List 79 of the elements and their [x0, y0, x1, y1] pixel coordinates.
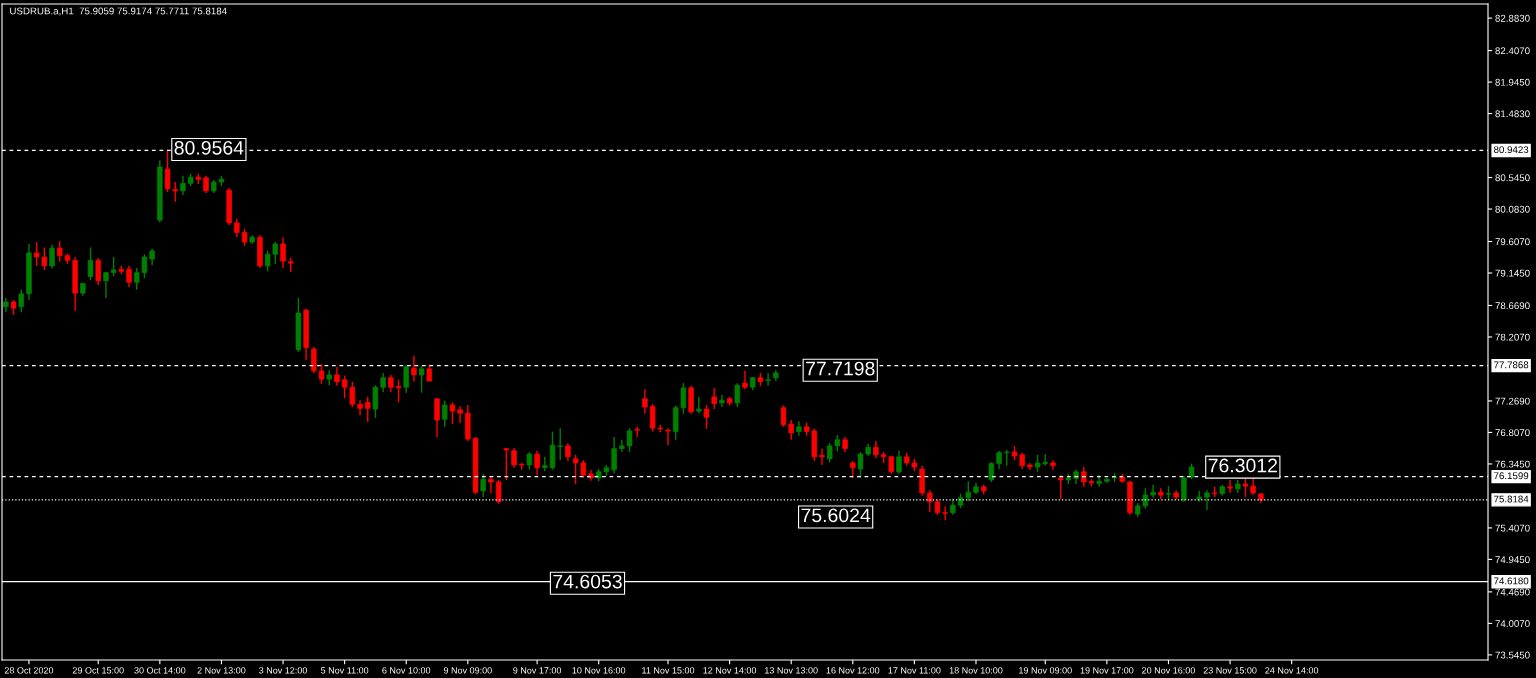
candlestick [734, 382, 741, 408]
chart-title: USDRUB.a,H1 75.9059 75.9174 75.7711 75.8184 [10, 7, 227, 16]
y-tick-label: 74.4690 [1495, 588, 1530, 596]
x-tick-label: 24 Nov 14:00 [1265, 667, 1319, 674]
y-tick-label: 78.6690 [1495, 302, 1530, 310]
candlestick [95, 257, 101, 286]
annotation: 76.3012 [1208, 458, 1277, 473]
x-tick-label: 13 Nov 13:00 [765, 667, 818, 674]
x-tick-label: 28 Oct 2020 [4, 667, 54, 674]
candlestick [480, 473, 486, 498]
x-tick-label: 19 Nov 17:00 [1080, 667, 1134, 674]
x-tick-label: 19 Nov 09:00 [1019, 667, 1072, 674]
candlestick [988, 461, 995, 483]
candlestick [457, 405, 463, 424]
candlestick [418, 365, 425, 394]
candlestick [403, 364, 409, 394]
y-tick-label: 73.5450 [1495, 651, 1530, 659]
x-tick-label: 12 Nov 14:00 [703, 667, 757, 674]
x-tick-label: 9 Nov 17:00 [513, 667, 562, 674]
y-tick-label: 74.9450 [1495, 556, 1530, 564]
x-tick-label: 23 Nov 15:00 [1203, 667, 1257, 674]
x-tick-label: 6 Nov 10:00 [382, 667, 431, 674]
candlestick [1227, 479, 1233, 494]
y-tick-label: 77.2690 [1495, 397, 1530, 405]
candlestick [711, 387, 717, 410]
ref-line-label: 75.8184 [1494, 495, 1529, 503]
y-tick-label: 75.4070 [1495, 524, 1530, 532]
x-tick-label: 11 Nov 15:00 [642, 667, 695, 674]
candlestick [1027, 462, 1033, 471]
candlestick [495, 479, 502, 505]
candlestick [503, 447, 510, 481]
candlestick [765, 372, 771, 387]
y-tick-label: 82.8830 [1495, 14, 1530, 22]
y-tick-label: 74.0070 [1495, 620, 1530, 627]
x-tick-label: 29 Oct 15:00 [72, 667, 124, 674]
y-tick-label: 80.5450 [1495, 174, 1530, 182]
annotation: 77.7198 [806, 361, 875, 376]
y-tick-label: 79.1450 [1495, 269, 1530, 277]
candlestick [18, 289, 24, 313]
x-tick-label: 10 Nov 16:00 [572, 667, 626, 674]
candlestick [87, 246, 94, 281]
candlestick [703, 404, 710, 430]
ref-line-label: 74.6180 [1494, 577, 1529, 585]
annotation: 80.9564 [174, 140, 244, 155]
candlestick [665, 427, 671, 446]
candlestick [742, 370, 748, 390]
ref-line-label: 76.1599 [1494, 472, 1529, 480]
y-tick-label: 81.9450 [1495, 78, 1530, 86]
candlestick [441, 400, 448, 428]
candlestick [164, 149, 171, 193]
candlestick [1173, 489, 1179, 501]
y-tick-label: 76.8070 [1495, 429, 1530, 437]
y-tick-label: 76.3450 [1495, 460, 1530, 468]
x-tick-label: 16 Nov 12:00 [826, 667, 880, 674]
y-tick-label: 78.2070 [1495, 333, 1530, 341]
y-tick-label: 80.0830 [1495, 205, 1530, 213]
y-tick-label: 81.4830 [1495, 110, 1530, 118]
x-tick-label: 18 Nov 10:00 [949, 667, 1003, 674]
annotation: 74.6053 [553, 574, 622, 589]
x-tick-label: 5 Nov 11:00 [320, 667, 369, 674]
x-tick-label: 20 Nov 16:00 [1142, 667, 1195, 674]
x-tick-label: 3 Nov 12:00 [259, 667, 308, 674]
annotation: 75.6024 [801, 508, 871, 523]
candlestick [449, 401, 456, 425]
y-tick-label: 79.6070 [1495, 238, 1530, 246]
ref-line-label: 77.7868 [1494, 361, 1529, 369]
x-tick-label: 17 Nov 11:00 [888, 667, 941, 674]
candlestick [110, 256, 117, 277]
x-tick-label: 30 Oct 14:00 [134, 667, 186, 674]
ref-line-label: 80.9423 [1493, 146, 1529, 154]
y-tick-label: 82.4070 [1495, 47, 1530, 55]
candlestick [372, 384, 379, 419]
candlestick [1204, 489, 1210, 511]
candlestick [1057, 474, 1064, 500]
candlestick [364, 396, 371, 423]
candlestick [172, 181, 178, 203]
x-tick-label: 2 Nov 13:00 [197, 667, 246, 674]
x-tick-label: 9 Nov 09:00 [443, 667, 492, 674]
candlestick [295, 297, 302, 353]
